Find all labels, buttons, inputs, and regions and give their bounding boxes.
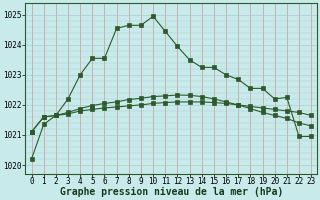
X-axis label: Graphe pression niveau de la mer (hPa): Graphe pression niveau de la mer (hPa) xyxy=(60,187,283,197)
